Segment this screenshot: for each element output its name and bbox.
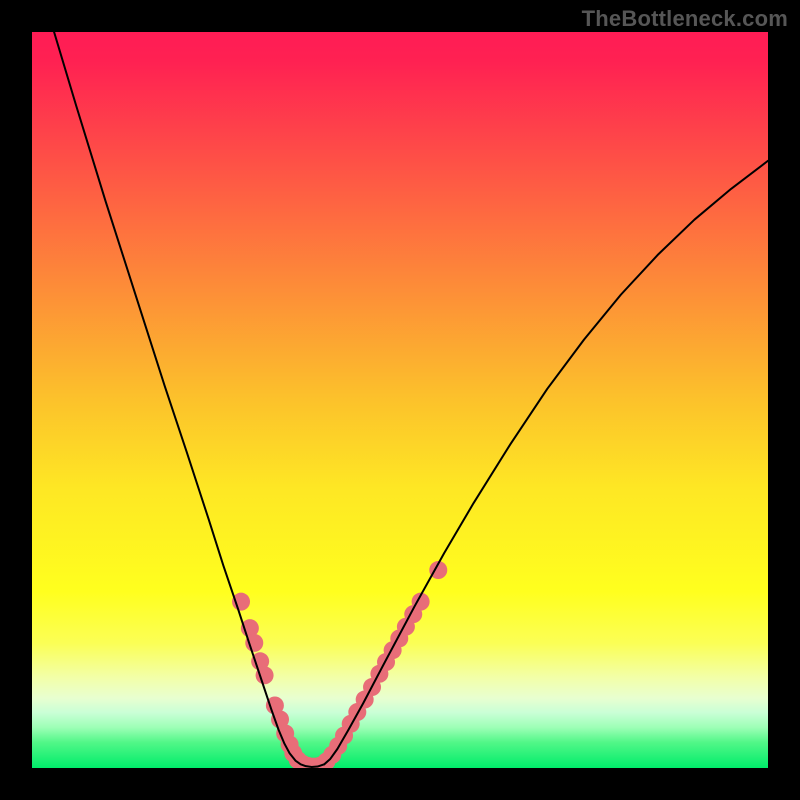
data-dots [232,561,447,768]
bottleneck-curve-right [324,161,768,765]
chart-frame: TheBottleneck.com [0,0,800,800]
curve-layer [32,32,768,768]
plot-area [32,32,768,768]
watermark-text: TheBottleneck.com [582,6,788,32]
bottleneck-curve-left [54,32,324,767]
